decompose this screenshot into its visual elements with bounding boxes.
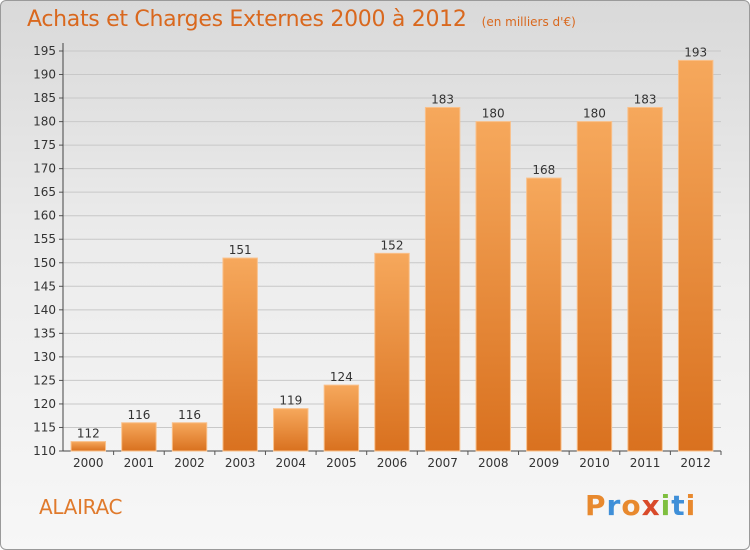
y-tick-label: 165 xyxy=(33,185,56,199)
y-tick-label: 160 xyxy=(33,209,56,223)
bar xyxy=(70,441,107,452)
bar xyxy=(121,422,157,452)
y-tick-label: 110 xyxy=(33,444,56,458)
axes: 110 115 120 125 130 135 140 145 150 155 160 165 170 1… xyxy=(33,43,722,458)
x-tick-label: 2009 xyxy=(529,456,560,470)
x-tick-label: 2004 xyxy=(275,456,306,470)
bar-value-label: 119 xyxy=(279,394,302,408)
logo-letter: o xyxy=(621,489,642,522)
y-tick-label: 135 xyxy=(33,326,56,340)
x-tick-label: 2008 xyxy=(478,456,509,470)
bar xyxy=(424,106,461,452)
bar-value-label: 193 xyxy=(684,45,707,59)
logo-letter: t xyxy=(671,489,686,522)
logo-letter: r xyxy=(606,489,622,522)
proxiti-logo: Proxiti xyxy=(585,489,696,522)
y-tick-label: 185 xyxy=(33,91,56,105)
x-tick-label: 2002 xyxy=(174,456,205,470)
chart-subtitle: (en milliers d'€) xyxy=(481,15,576,29)
commune-name: ALAIRAC xyxy=(39,495,123,519)
y-tick-label: 150 xyxy=(33,256,56,270)
y-tick-label: 180 xyxy=(33,115,56,129)
y-tick-label: 120 xyxy=(33,397,56,411)
bar xyxy=(576,121,613,452)
y-tick-label: 195 xyxy=(33,44,56,58)
x-tick-label: 2003 xyxy=(225,456,256,470)
x-tick-label: 2001 xyxy=(124,456,155,470)
y-tick-label: 115 xyxy=(33,420,56,434)
x-tick-label: 2010 xyxy=(579,456,610,470)
x-tick-label: 2000 xyxy=(73,456,104,470)
bar xyxy=(323,384,360,452)
bar-value-label: 152 xyxy=(381,238,404,252)
chart-title: Achats et Charges Externes 2000 à 2012 xyxy=(27,7,467,32)
labels: 112 2000 116 2001 116 2002 151 2003 119 2004 124 20… xyxy=(73,45,711,470)
bar-value-label: 116 xyxy=(127,408,150,422)
y-tick-label: 155 xyxy=(33,232,56,246)
bar-value-label: 168 xyxy=(532,163,555,177)
y-tick-label: 130 xyxy=(33,350,56,364)
x-tick-label: 2007 xyxy=(427,456,458,470)
logo-letter: i xyxy=(685,489,697,522)
chart-header: Achats et Charges Externes 2000 à 2012 (… xyxy=(27,7,576,32)
bars xyxy=(70,59,714,452)
bar-value-label: 151 xyxy=(229,243,252,257)
bar xyxy=(627,106,663,452)
bar xyxy=(273,408,309,452)
bar xyxy=(475,121,511,452)
y-tick-label: 175 xyxy=(33,138,56,152)
bar-value-label: 180 xyxy=(482,107,505,121)
y-tick-label: 170 xyxy=(33,162,56,176)
x-tick-label: 2006 xyxy=(377,456,408,470)
y-tick-label: 125 xyxy=(33,373,56,387)
logo-letter: P xyxy=(585,489,607,522)
x-tick-label: 2011 xyxy=(630,456,661,470)
bar xyxy=(171,422,208,452)
bar xyxy=(526,177,562,452)
bar xyxy=(374,252,410,452)
bar xyxy=(222,257,258,452)
y-tick-label: 190 xyxy=(33,68,56,82)
bar-value-label: 183 xyxy=(431,92,454,106)
x-tick-label: 2005 xyxy=(326,456,357,470)
bar-value-label: 112 xyxy=(77,427,100,441)
bar-value-label: 116 xyxy=(178,408,201,422)
bar xyxy=(677,59,714,452)
logo-letter: x xyxy=(641,489,661,522)
bar-value-label: 124 xyxy=(330,370,353,384)
x-tick-label: 2012 xyxy=(680,456,711,470)
bar-value-label: 180 xyxy=(583,107,606,121)
y-tick-label: 140 xyxy=(33,303,56,317)
logo-letter: i xyxy=(660,489,672,522)
bar-value-label: 183 xyxy=(634,92,657,106)
y-tick-label: 145 xyxy=(33,279,56,293)
